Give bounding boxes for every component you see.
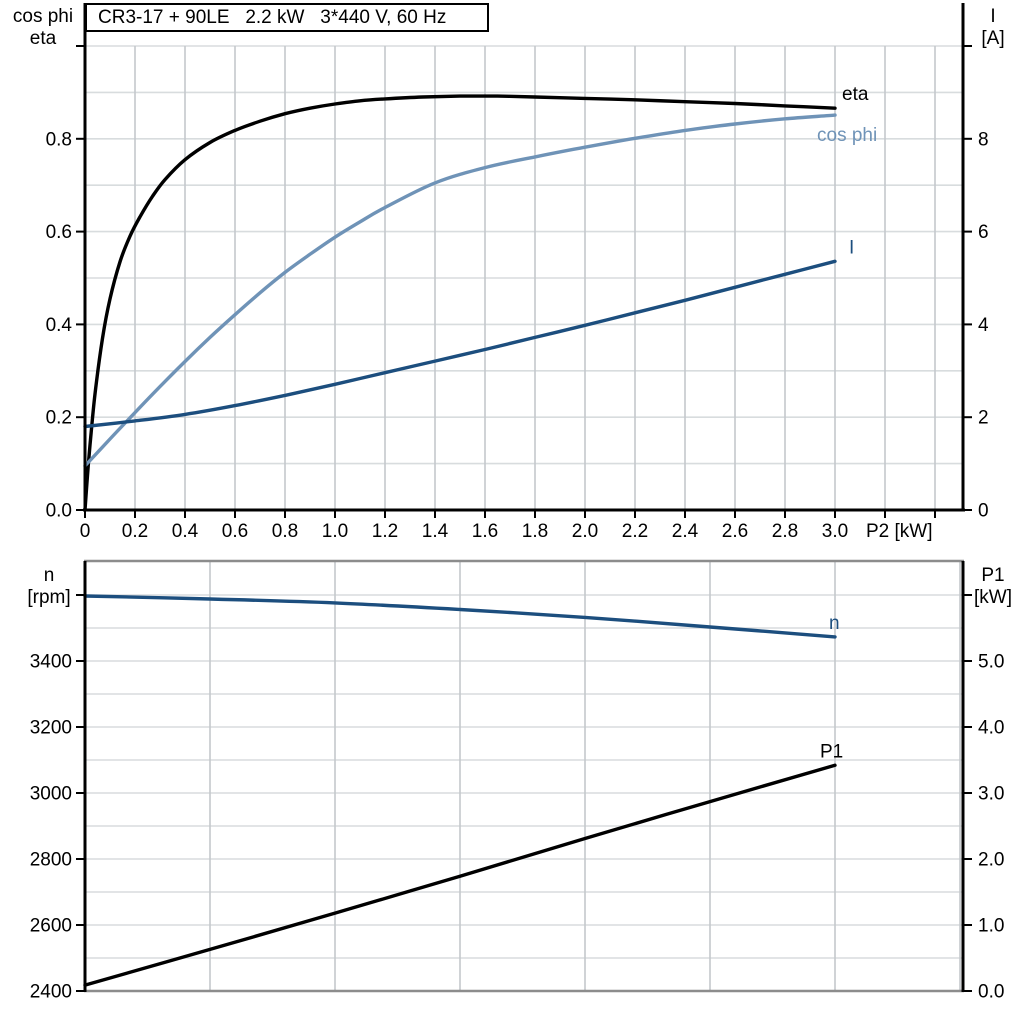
y-axis-right-title: I bbox=[990, 6, 995, 27]
y-axis-right-tick-label: 8 bbox=[978, 129, 989, 150]
input-power-curve bbox=[83, 763, 837, 987]
y-axis-right-title: P1 bbox=[981, 565, 1004, 586]
y-axis-right-tick-label: 0 bbox=[978, 501, 989, 522]
chart-title-box: CR3-17 + 90LE 2.2 kW 3*440 V, 60 Hz bbox=[85, 3, 489, 32]
bottom-chart-grid bbox=[85, 561, 963, 991]
eta-curve-label: eta bbox=[842, 84, 869, 105]
speed-curve bbox=[83, 594, 837, 639]
input-power-curve-label: P1 bbox=[820, 741, 843, 762]
bottom-chart: n P1 2400 2600 2800 3000 3200 3400 0.0 1.0 2.0 3.0 4… bbox=[27, 559, 1012, 1003]
y-axis-right-tick-label: 1.0 bbox=[978, 915, 1004, 936]
y-axis-right-tick-label: 0.0 bbox=[978, 982, 1004, 1003]
x-axis-tick-label: 0.8 bbox=[272, 521, 298, 542]
y-axis-right-title: [kW] bbox=[974, 587, 1012, 608]
y-axis-left-tick-label: 3200 bbox=[30, 717, 72, 738]
x-axis-tick-label: 1.0 bbox=[322, 521, 348, 542]
y-axis-right-tick-label: 6 bbox=[978, 222, 989, 243]
chart-title: CR3-17 + 90LE 2.2 kW 3*440 V, 60 Hz bbox=[98, 7, 447, 28]
speed-curve-label: n bbox=[829, 613, 840, 634]
x-axis-tick-label: 2.2 bbox=[622, 521, 648, 542]
y-axis-left-tick-label: 0.0 bbox=[46, 501, 72, 522]
y-axis-right-tick-label: 4 bbox=[978, 315, 989, 336]
x-axis-tick-label: 0.6 bbox=[222, 521, 248, 542]
y-axis-left-tick-label: 0.6 bbox=[46, 222, 72, 243]
x-axis-tick-label: 2.6 bbox=[722, 521, 748, 542]
y-axis-left-tick-label: 2400 bbox=[30, 982, 72, 1003]
x-axis-tick-label: 2.0 bbox=[572, 521, 598, 542]
y-axis-left-tick-label: 3400 bbox=[30, 651, 72, 672]
y-axis-right-title: [A] bbox=[981, 28, 1004, 49]
y-axis-left-tick-label: 2600 bbox=[30, 915, 72, 936]
x-axis-tick-label: 1.4 bbox=[422, 521, 449, 542]
y-axis-left-title: [rpm] bbox=[27, 587, 70, 608]
x-axis-title: P2 [kW] bbox=[866, 521, 933, 542]
current-curve-label: I bbox=[849, 237, 854, 258]
y-axis-left-tick-label: 0.2 bbox=[46, 408, 72, 429]
current-curve bbox=[83, 259, 837, 429]
y-axis-left-tick-label: 3000 bbox=[30, 783, 72, 804]
y-axis-right-tick-label: 2 bbox=[978, 408, 989, 429]
y-axis-left-tick-label: 0.8 bbox=[46, 129, 72, 150]
y-axis-left-title: n bbox=[44, 565, 55, 586]
x-axis-tick-label: 0.2 bbox=[122, 521, 148, 542]
x-axis-tick-label: 2.8 bbox=[772, 521, 798, 542]
y-axis-right-tick-label: 2.0 bbox=[978, 849, 1004, 870]
eta-curve bbox=[83, 94, 837, 512]
x-axis-tick-label: 1.2 bbox=[372, 521, 398, 542]
y-axis-left-tick-label: 0.4 bbox=[46, 315, 73, 336]
x-axis-tick-label: 3.0 bbox=[822, 521, 848, 542]
cos-phi-curve bbox=[83, 113, 837, 468]
x-axis-tick-label: 0.4 bbox=[172, 521, 199, 542]
y-axis-right-tick-label: 3.0 bbox=[978, 783, 1004, 804]
y-axis-left-title: cos phi bbox=[13, 6, 73, 27]
top-chart-grid bbox=[85, 45, 963, 510]
x-axis-tick-label: 0 bbox=[80, 521, 91, 542]
y-axis-left-tick-label: 2800 bbox=[30, 849, 72, 870]
y-axis-right-tick-label: 5.0 bbox=[978, 651, 1004, 672]
y-axis-left-title: eta bbox=[30, 28, 57, 49]
y-axis-right-tick-label: 4.0 bbox=[978, 717, 1004, 738]
x-axis-tick-label: 2.4 bbox=[672, 521, 699, 542]
cos-phi-curve-label: cos phi bbox=[817, 125, 877, 146]
x-axis-tick-label: 1.8 bbox=[522, 521, 548, 542]
x-axis-tick-label: 1.6 bbox=[472, 521, 498, 542]
